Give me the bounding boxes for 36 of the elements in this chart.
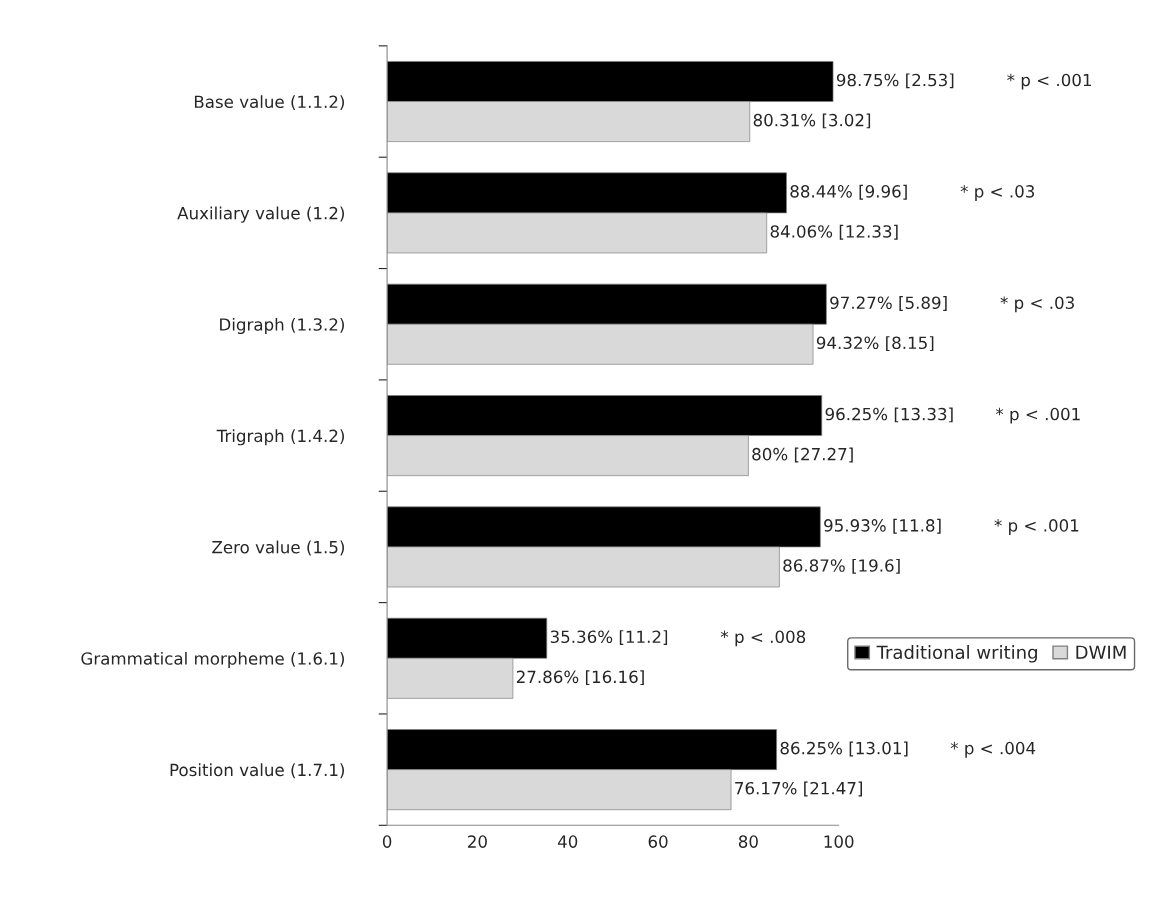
y-tick-label: Base value (1.1.2) <box>194 95 344 111</box>
x-tick-label: 0 <box>382 835 392 848</box>
data-label: 86.25% [13.01] <box>780 741 908 757</box>
x-tick-label: 40 <box>557 835 578 848</box>
y-tick-label: Auxiliary value (1.2) <box>177 206 344 223</box>
y-tick-label: Zero value (1.5) <box>212 540 344 556</box>
x-tick-label: 100 <box>824 835 854 848</box>
data-label: 84.06% [12.33] <box>770 224 898 240</box>
text: * p < .03 <box>1000 296 1074 313</box>
y-tick-label: Grammatical morpheme (1.6.1) <box>81 651 344 669</box>
y-tick-label: Digraph (1.3.2) <box>220 317 344 335</box>
y-tick-label: Position value (1.7.1) <box>170 763 344 779</box>
data-label: 86.87% [19.6] <box>783 558 900 574</box>
data-label: 35.36% [11.2] <box>550 630 668 646</box>
annotation: * p < .008 <box>720 630 806 647</box>
data-label: 95.93% [11.8] <box>824 518 941 534</box>
data-label: 76.17% [21.47] <box>735 781 862 797</box>
x-tick-label: 20 <box>468 835 487 848</box>
data-label: 96.25% [13.33] <box>825 407 953 423</box>
x-tick-label: 60 <box>648 835 668 848</box>
data-label: 80.31% [3.02] <box>753 113 871 129</box>
data-label: 88.44% [9.96] <box>790 184 907 200</box>
text: * p < .004 <box>950 741 1036 758</box>
data-label: 97.27% [5.89] <box>830 296 947 311</box>
x-tick-label: 80 <box>738 835 758 848</box>
text: * p < .001 <box>994 519 1079 535</box>
y-tick-label: Trigraph (1.4.2) <box>216 429 344 446</box>
text: * p < .001 <box>1007 73 1091 90</box>
text: * p < .03 <box>960 185 1035 201</box>
data-label: 27.86% [16.16] <box>516 670 644 686</box>
legend-label: Traditional writing <box>876 645 1037 663</box>
text: * p < .001 <box>995 407 1080 424</box>
data-label: 80% [27.27] <box>752 447 853 463</box>
data-label: 98.75% [2.53] <box>836 73 954 89</box>
legend-label: DWIM <box>1076 645 1126 659</box>
data-label: 94.32% [8.15] <box>816 336 934 352</box>
